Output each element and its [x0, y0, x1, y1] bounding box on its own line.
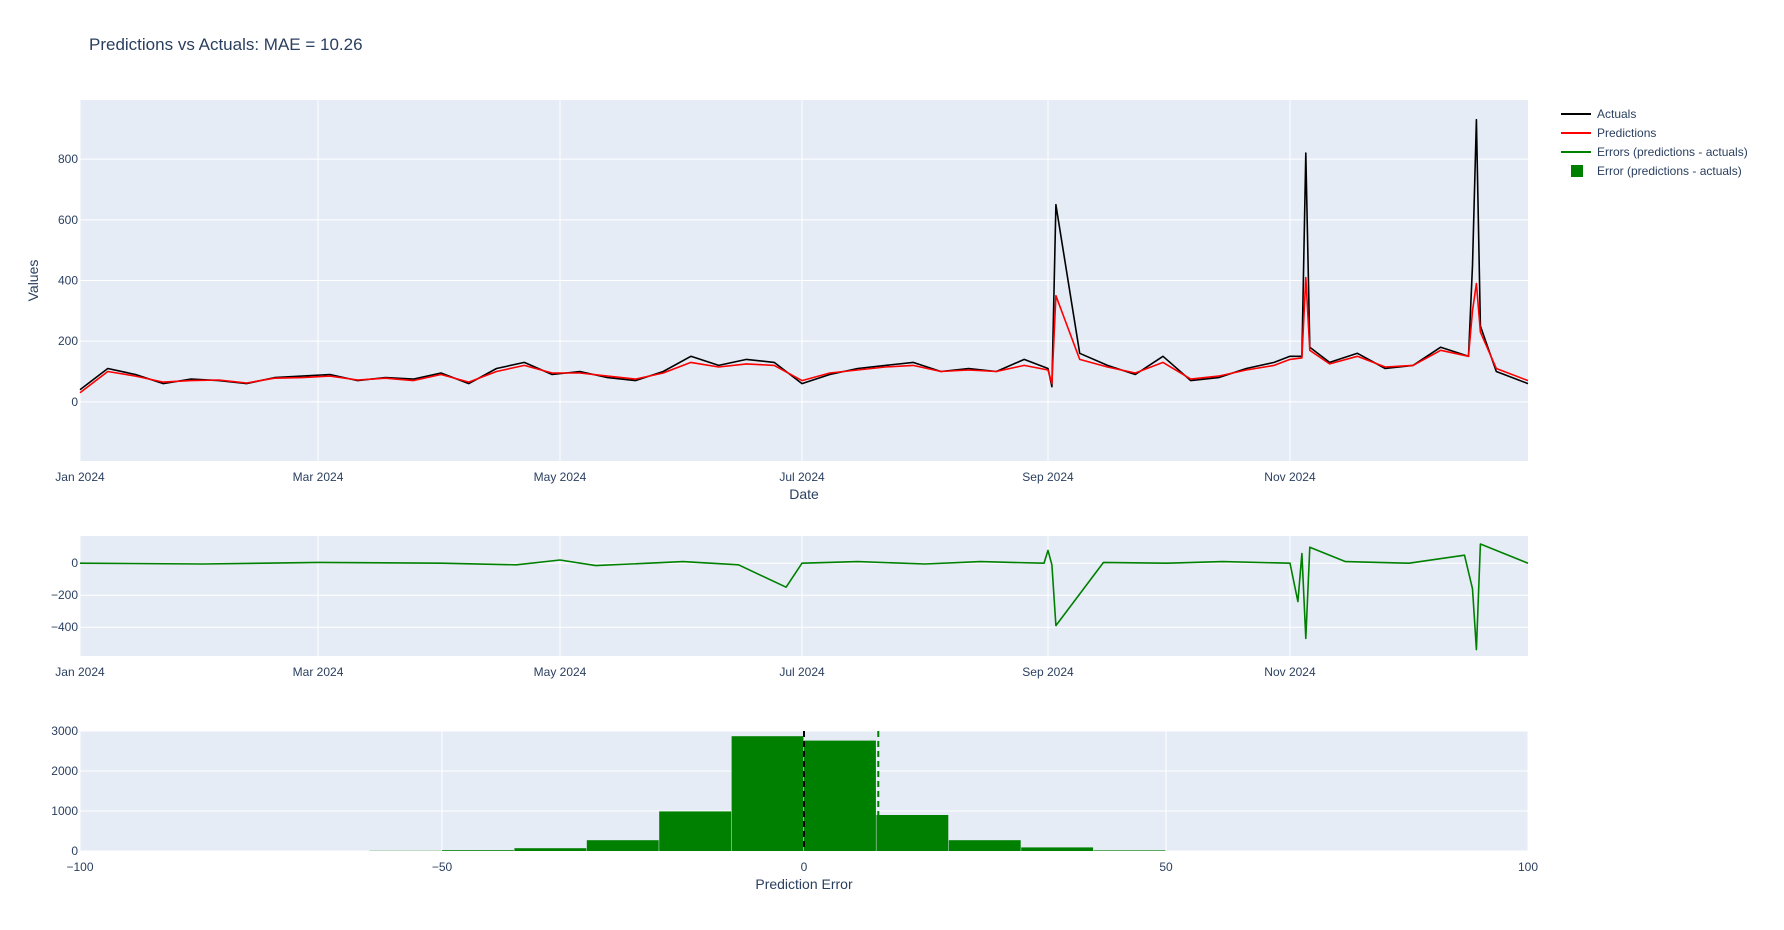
histogram-bar: [876, 815, 949, 851]
histogram-bar: [514, 848, 587, 851]
y-axis-label: Values: [25, 260, 41, 302]
series-line-errors: [79, 543, 1529, 651]
x-tick-label: Jan 2024: [55, 665, 105, 679]
x-tick-label: 0: [801, 860, 808, 874]
x-tick-label: Nov 2024: [1264, 470, 1316, 484]
x-tick-label: −50: [432, 860, 453, 874]
x-tick-label: Jul 2024: [779, 665, 825, 679]
x-tick-label: Sep 2024: [1022, 470, 1074, 484]
histogram-bar: [804, 740, 876, 851]
histogram-bar: [1021, 847, 1094, 851]
plot-background: [80, 536, 1528, 656]
legend-label: Error (predictions - actuals): [1597, 164, 1742, 178]
y-tick-label: 0: [71, 556, 78, 570]
legend-item[interactable]: Errors (predictions - actuals): [1561, 145, 1748, 159]
legend-label: Predictions: [1597, 126, 1656, 140]
histogram-bar: [659, 811, 732, 851]
y-tick-label: 2000: [51, 764, 78, 778]
x-tick-label: 50: [1159, 860, 1173, 874]
y-tick-label: −200: [51, 588, 78, 602]
x-tick-label: Mar 2024: [293, 470, 344, 484]
y-tick-label: 3000: [51, 724, 78, 738]
histogram-bar: [948, 840, 1021, 851]
legend-label: Errors (predictions - actuals): [1597, 145, 1748, 159]
histogram-bar: [442, 850, 514, 851]
x-tick-label: Mar 2024: [293, 665, 344, 679]
legend-item[interactable]: Predictions: [1561, 126, 1656, 140]
x-tick-label: May 2024: [534, 470, 587, 484]
x-tick-label: 100: [1518, 860, 1538, 874]
x-axis-label: Prediction Error: [755, 876, 853, 892]
y-tick-label: 800: [58, 152, 78, 166]
legend-square-swatch: [1571, 165, 1583, 177]
x-tick-label: Nov 2024: [1264, 665, 1316, 679]
y-tick-label: 200: [58, 334, 78, 348]
legend-item[interactable]: Error (predictions - actuals): [1571, 164, 1742, 178]
x-tick-label: Jan 2024: [55, 470, 105, 484]
x-tick-label: Jul 2024: [779, 470, 825, 484]
histogram-bar: [586, 840, 659, 851]
y-tick-label: −400: [51, 620, 78, 634]
legend[interactable]: Actuals Predictions Errors (predictions - …: [1561, 107, 1748, 178]
y-tick-label: 600: [58, 213, 78, 227]
y-tick-label: 0: [71, 844, 78, 858]
legend-item[interactable]: Actuals: [1561, 107, 1636, 121]
x-axis-label: Date: [789, 486, 819, 502]
y-tick-label: 400: [58, 274, 78, 288]
chart-title: Predictions vs Actuals: MAE = 10.26: [89, 35, 363, 54]
x-tick-label: −100: [66, 860, 93, 874]
legend-label: Actuals: [1597, 107, 1636, 121]
main-timeseries-panel: Jan 2024 Mar 2024 May 2024 Jul 2024 Sep 2024…: [25, 100, 1529, 502]
x-tick-label: May 2024: [534, 665, 587, 679]
histogram-bar: [1093, 850, 1166, 851]
histogram-bar: [731, 736, 804, 851]
y-tick-label: 1000: [51, 804, 78, 818]
y-tick-label: 0: [71, 395, 78, 409]
error-timeseries-panel: Jan 2024 Mar 2024 May 2024 Jul 2024 Sep 2024…: [51, 536, 1529, 679]
series-line-predictions: [79, 276, 1529, 394]
x-tick-label: Sep 2024: [1022, 665, 1074, 679]
